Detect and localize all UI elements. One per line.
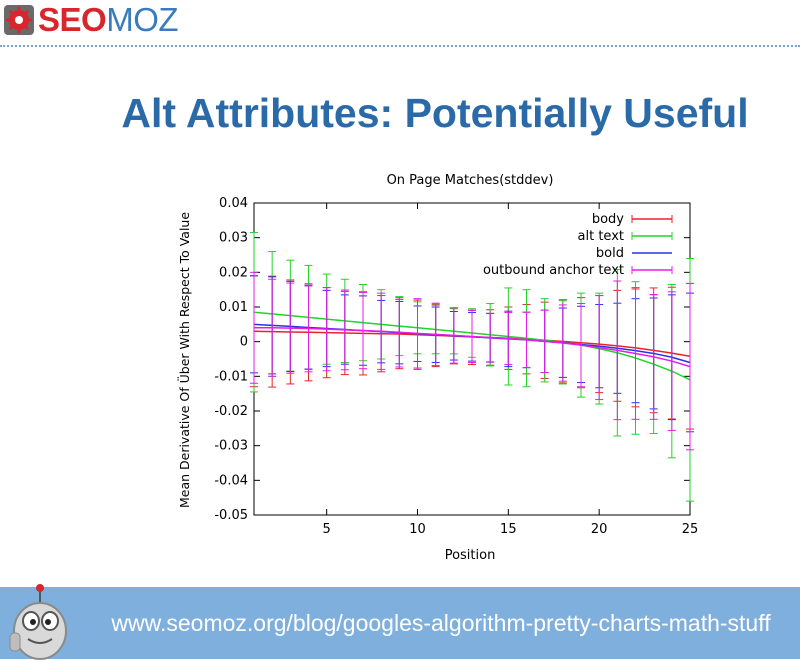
footer-bar: www.seomoz.org/blog/googles-algorithm-pr…: [0, 584, 800, 660]
roger-robot-icon: [9, 584, 67, 660]
x-tick-label: 20: [591, 522, 608, 537]
chart-title: On Page Matches(stddev): [387, 173, 554, 188]
logo-moz-text: MOZ: [106, 1, 179, 38]
legend-label-outbound-anchor-text: outbound anchor text: [483, 263, 624, 278]
x-tick-label: 25: [682, 522, 699, 537]
error-bar-chart: On Page Matches(stddev) Position Mean De…: [176, 173, 699, 563]
x-axis-label: Position: [445, 548, 496, 563]
y-tick-label: -0.03: [214, 439, 248, 454]
legend-label-bold: bold: [596, 246, 624, 261]
x-tick-label: 5: [323, 522, 331, 537]
legend-label-alt-text: alt text: [578, 229, 624, 244]
y-tick-label: -0.04: [214, 473, 248, 488]
y-tick-label: 0.01: [219, 300, 248, 315]
outbound-anchor-text-series-line: [254, 327, 691, 368]
x-tick-label: 10: [409, 522, 426, 537]
y-tick-label: -0.01: [214, 369, 248, 384]
legend-label-body: body: [592, 212, 624, 227]
logo-wordmark: SEOMOZ: [38, 1, 179, 38]
x-tick-label: 15: [500, 522, 517, 537]
y-axis-label: Mean Derivative Of Über With Respect To …: [176, 212, 192, 508]
y-tick-label: -0.05: [214, 508, 248, 523]
logo-seo-text: SEO: [38, 1, 107, 38]
slide-title: Alt Attributes: Potentially Useful: [121, 90, 749, 136]
seomoz-logo[interactable]: SEOMOZ: [4, 1, 179, 38]
y-tick-label: 0.03: [219, 231, 248, 246]
header-divider: [0, 45, 800, 47]
y-tick-label: 0.02: [219, 265, 248, 280]
logo-gear-icon: [4, 5, 34, 35]
y-tick-label: -0.02: [214, 404, 248, 419]
y-tick-label: 0: [240, 335, 248, 350]
chart-container: On Page Matches(stddev) Position Mean De…: [0, 160, 800, 570]
source-url[interactable]: www.seomoz.org/blog/googles-algorithm-pr…: [111, 609, 771, 636]
y-tick-label: 0.04: [219, 196, 248, 211]
